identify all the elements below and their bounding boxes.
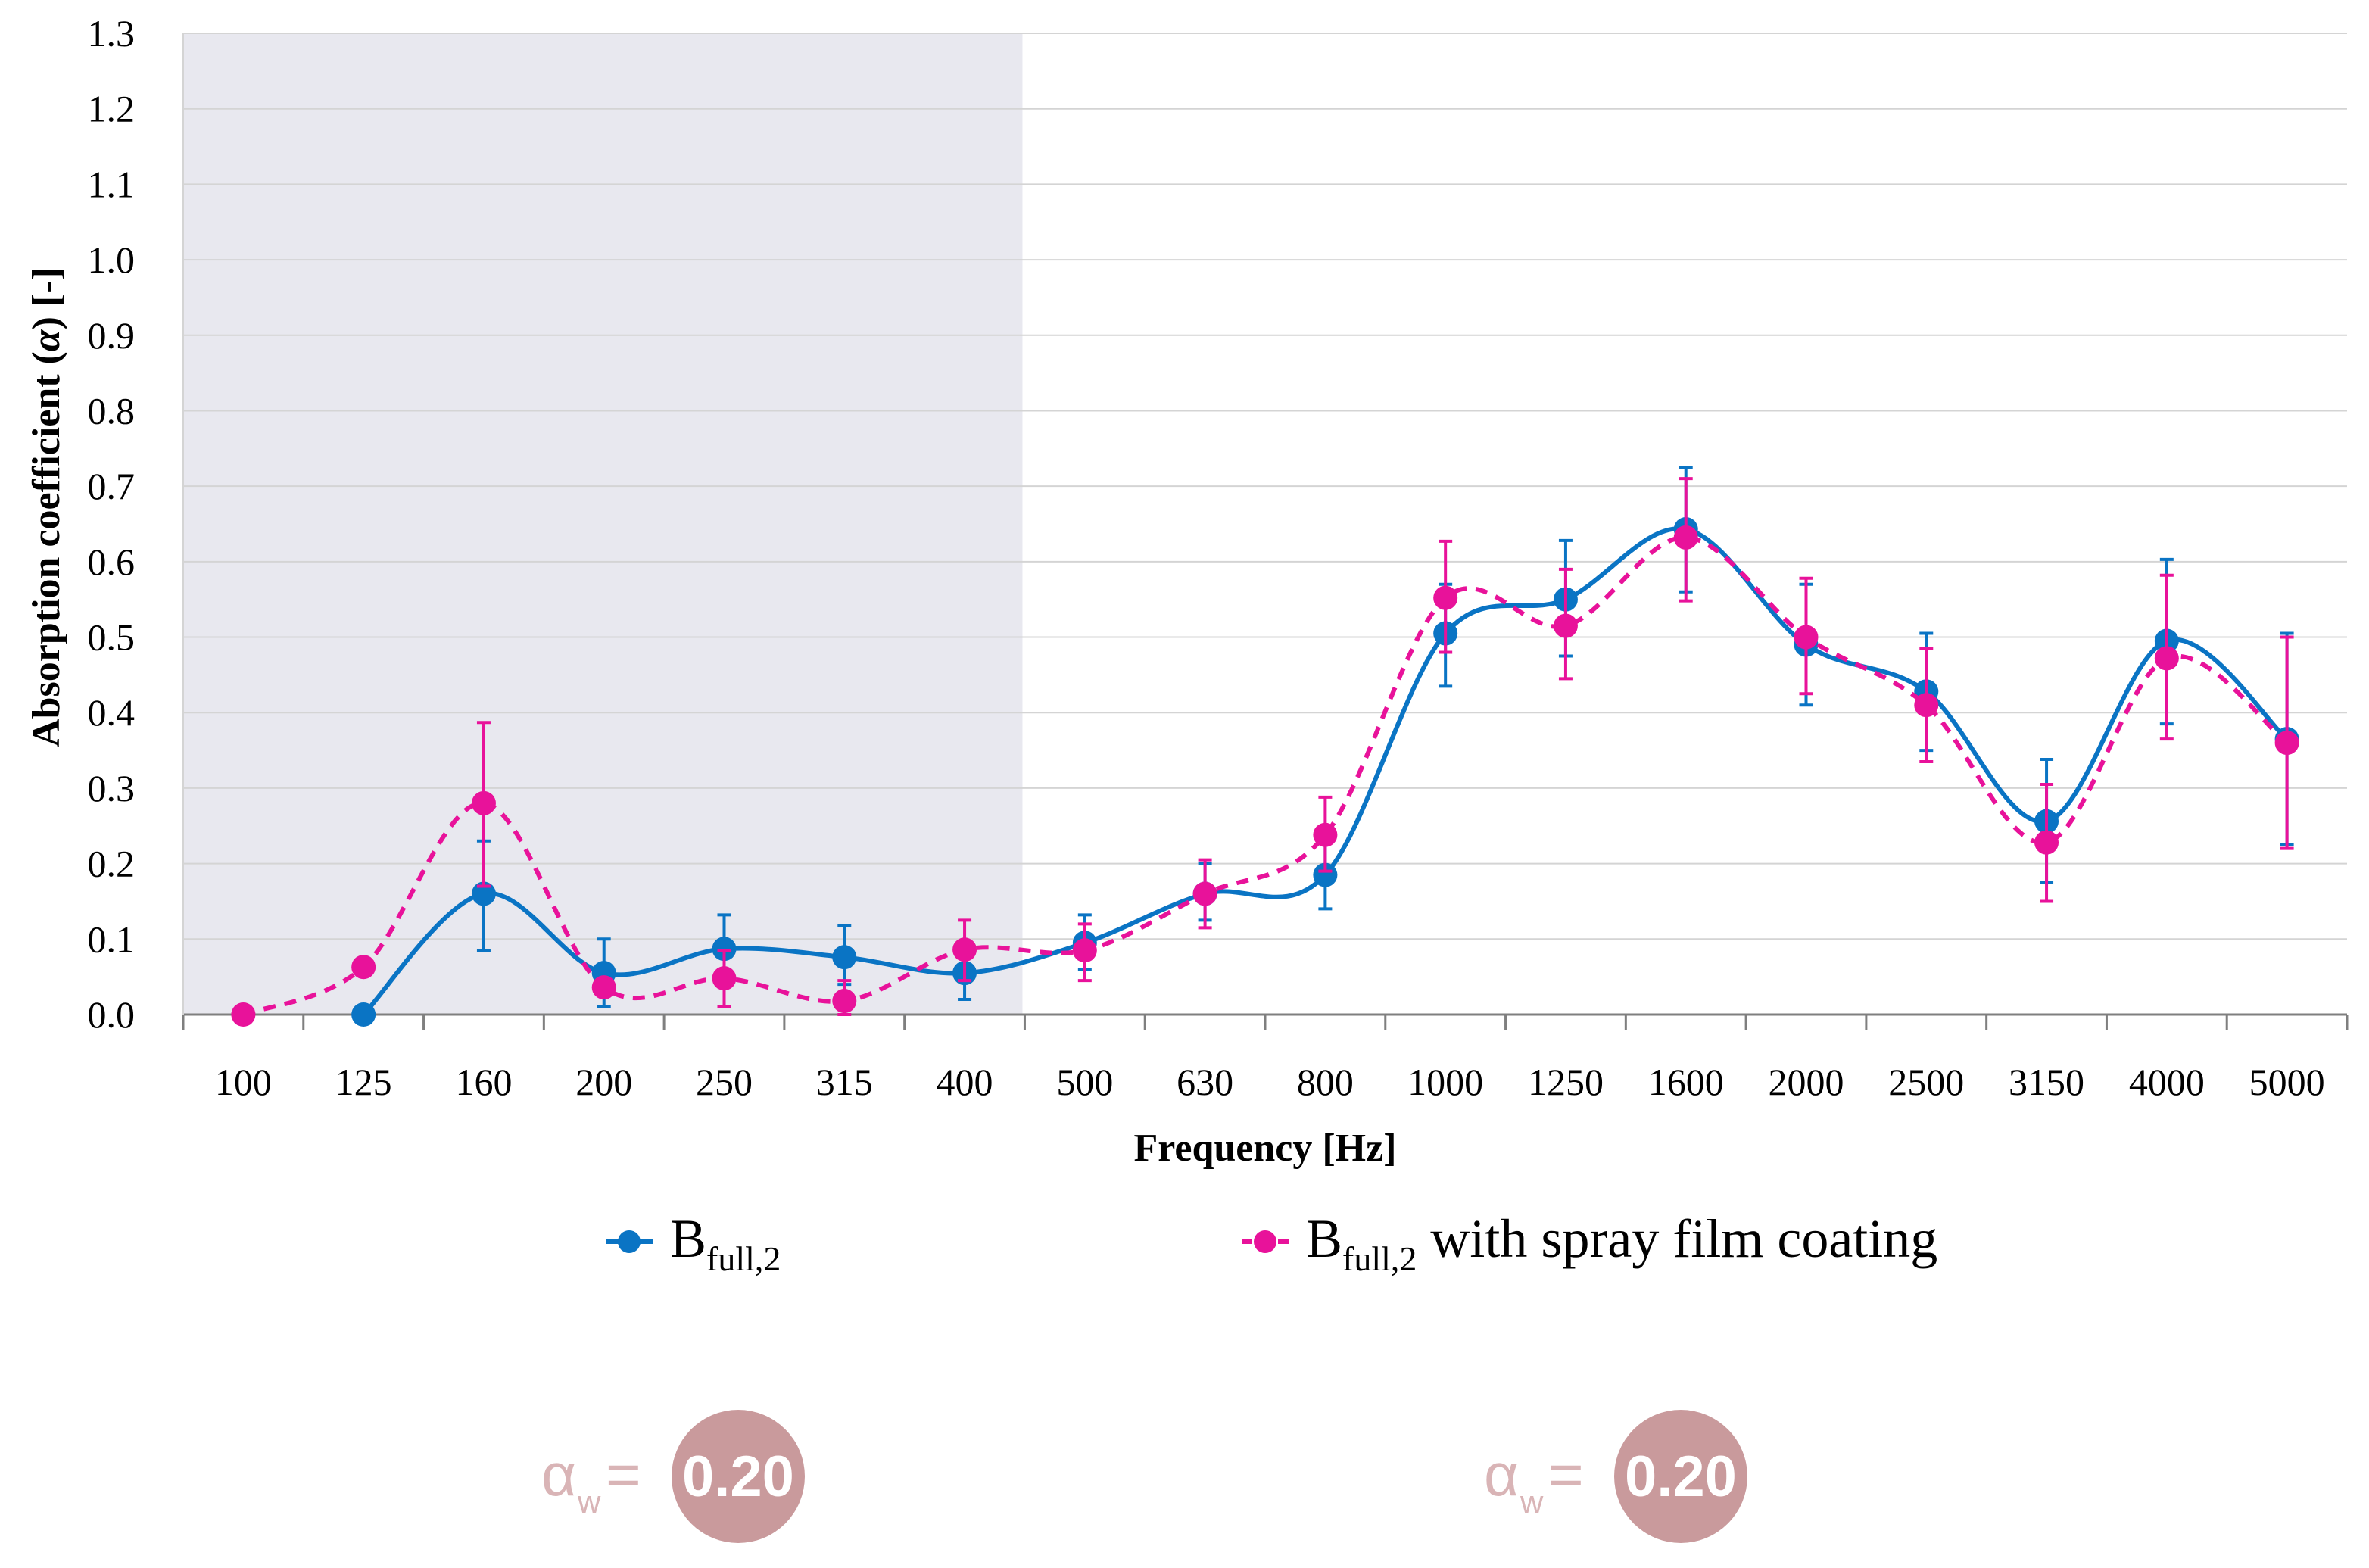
y-tick-label: 0.6 <box>88 541 136 583</box>
x-tick-label: 100 <box>215 1061 272 1103</box>
x-tick-label: 200 <box>575 1061 632 1103</box>
alpha-w-circle <box>672 1410 805 1543</box>
x-tick-label: 400 <box>937 1061 993 1103</box>
x-tick-label: 630 <box>1177 1061 1233 1103</box>
x-tick-label: 315 <box>816 1061 873 1103</box>
y-tick-label: 0.2 <box>88 843 136 885</box>
data-point <box>2274 731 2299 756</box>
y-tick-label: 0.8 <box>88 389 136 432</box>
y-tick-label: 0.9 <box>88 314 136 357</box>
data-point <box>471 790 496 815</box>
data-point <box>591 975 616 1000</box>
legend: Bfull,2 Bfull,2 with spray film coating <box>606 1208 1937 1278</box>
data-point <box>1072 938 1097 963</box>
y-tick-label: 1.1 <box>88 163 136 205</box>
data-point <box>1192 881 1217 906</box>
y-tick-label: 1.2 <box>88 88 136 130</box>
legend-entry-bfull2-spray: Bfull,2 with spray film coating <box>1242 1208 1937 1278</box>
data-point <box>712 966 737 991</box>
y-axis-title-tail: ) [-] <box>25 267 68 329</box>
data-point <box>351 955 376 980</box>
data-point <box>1553 613 1578 638</box>
alpha-w-value: 0.20 <box>682 1445 794 1509</box>
data-point <box>952 937 977 962</box>
data-point <box>832 989 857 1014</box>
alpha-w-badge-2: α w = 0.20 <box>1484 1410 1747 1543</box>
series <box>231 466 2299 1027</box>
series-line <box>362 526 2289 1017</box>
x-tick-label: 1600 <box>1648 1061 1724 1103</box>
series-line <box>242 535 2289 1017</box>
y-tick-label: 0.3 <box>88 767 136 809</box>
legend-marker-bfull2-spray <box>1254 1230 1276 1253</box>
x-tick-label: 3150 <box>2009 1061 2084 1103</box>
alpha-w-equals: = <box>606 1441 641 1508</box>
data-point <box>231 1002 256 1027</box>
data-point <box>1313 862 1338 887</box>
legend-label-bfull2-spray: Bfull,2 with spray film coating <box>1306 1208 1937 1278</box>
data-point <box>351 1002 376 1027</box>
gridlines <box>183 33 2347 940</box>
legend-marker-bfull2 <box>618 1230 641 1253</box>
y-tick-labels: 0.0 0.1 0.2 0.3 0.4 0.5 0.6 0.7 0.8 0.9 1.0 1.1 1.2 1… <box>88 12 136 1036</box>
y-tick-label: 0.4 <box>88 691 136 734</box>
legend-entry-bfull2: Bfull,2 <box>606 1208 781 1278</box>
x-tick-label: 250 <box>696 1061 753 1103</box>
series-bfull2-spray <box>231 477 2299 1027</box>
x-tick-label: 1250 <box>1528 1061 1604 1103</box>
x-tick-label: 125 <box>335 1061 392 1103</box>
data-point <box>1673 525 1698 550</box>
x-tick-label: 5000 <box>2249 1061 2325 1103</box>
data-point <box>1794 625 1819 650</box>
alpha-w-symbol: α <box>1484 1441 1519 1508</box>
data-point <box>1914 693 1939 718</box>
x-axis-title: Frequency [Hz] <box>1133 1127 1396 1170</box>
data-point <box>2154 646 2179 671</box>
y-axis-title: Absorption coefficient (α) [-] <box>25 267 68 747</box>
y-tick-label: 0.7 <box>88 465 136 507</box>
data-point <box>1313 822 1338 847</box>
alpha-w-subscript: w <box>1520 1484 1544 1520</box>
alpha-w-equals: = <box>1548 1441 1584 1508</box>
shaded-region <box>183 33 1023 1015</box>
y-tick-label: 0.0 <box>88 993 136 1036</box>
x-tick-label: 4000 <box>2129 1061 2205 1103</box>
x-tick-labels: 100 125 160 200 250 315 400 500 630 800 1000 1250 16… <box>182 1015 2349 1103</box>
data-point <box>2034 830 2059 855</box>
shaded-band <box>183 33 1023 1015</box>
alpha-w-subscript: w <box>577 1484 601 1520</box>
y-tick-label: 1.0 <box>88 238 136 281</box>
y-axis-title-alpha: α <box>25 329 68 351</box>
alpha-w-circle <box>1614 1410 1747 1543</box>
x-tick-label: 1000 <box>1407 1061 1483 1103</box>
data-point <box>832 945 857 970</box>
x-tick-label: 500 <box>1056 1061 1113 1103</box>
data-point <box>1433 585 1458 610</box>
x-tick-label: 2000 <box>1769 1061 1844 1103</box>
alpha-w-value: 0.20 <box>1625 1445 1737 1509</box>
y-tick-label: 0.5 <box>88 616 136 659</box>
alpha-w-symbol: α <box>541 1441 576 1508</box>
y-tick-label: 0.1 <box>88 918 136 960</box>
legend-label-bfull2: Bfull,2 <box>670 1208 781 1278</box>
x-tick-label: 160 <box>455 1061 512 1103</box>
x-tick-label: 800 <box>1297 1061 1354 1103</box>
x-tick-label: 2500 <box>1888 1061 1964 1103</box>
alpha-w-badge-1: α w = 0.20 <box>541 1410 805 1543</box>
y-tick-label: 1.3 <box>88 12 136 55</box>
y-axis-title-main: Absorption coefficient ( <box>25 351 68 747</box>
